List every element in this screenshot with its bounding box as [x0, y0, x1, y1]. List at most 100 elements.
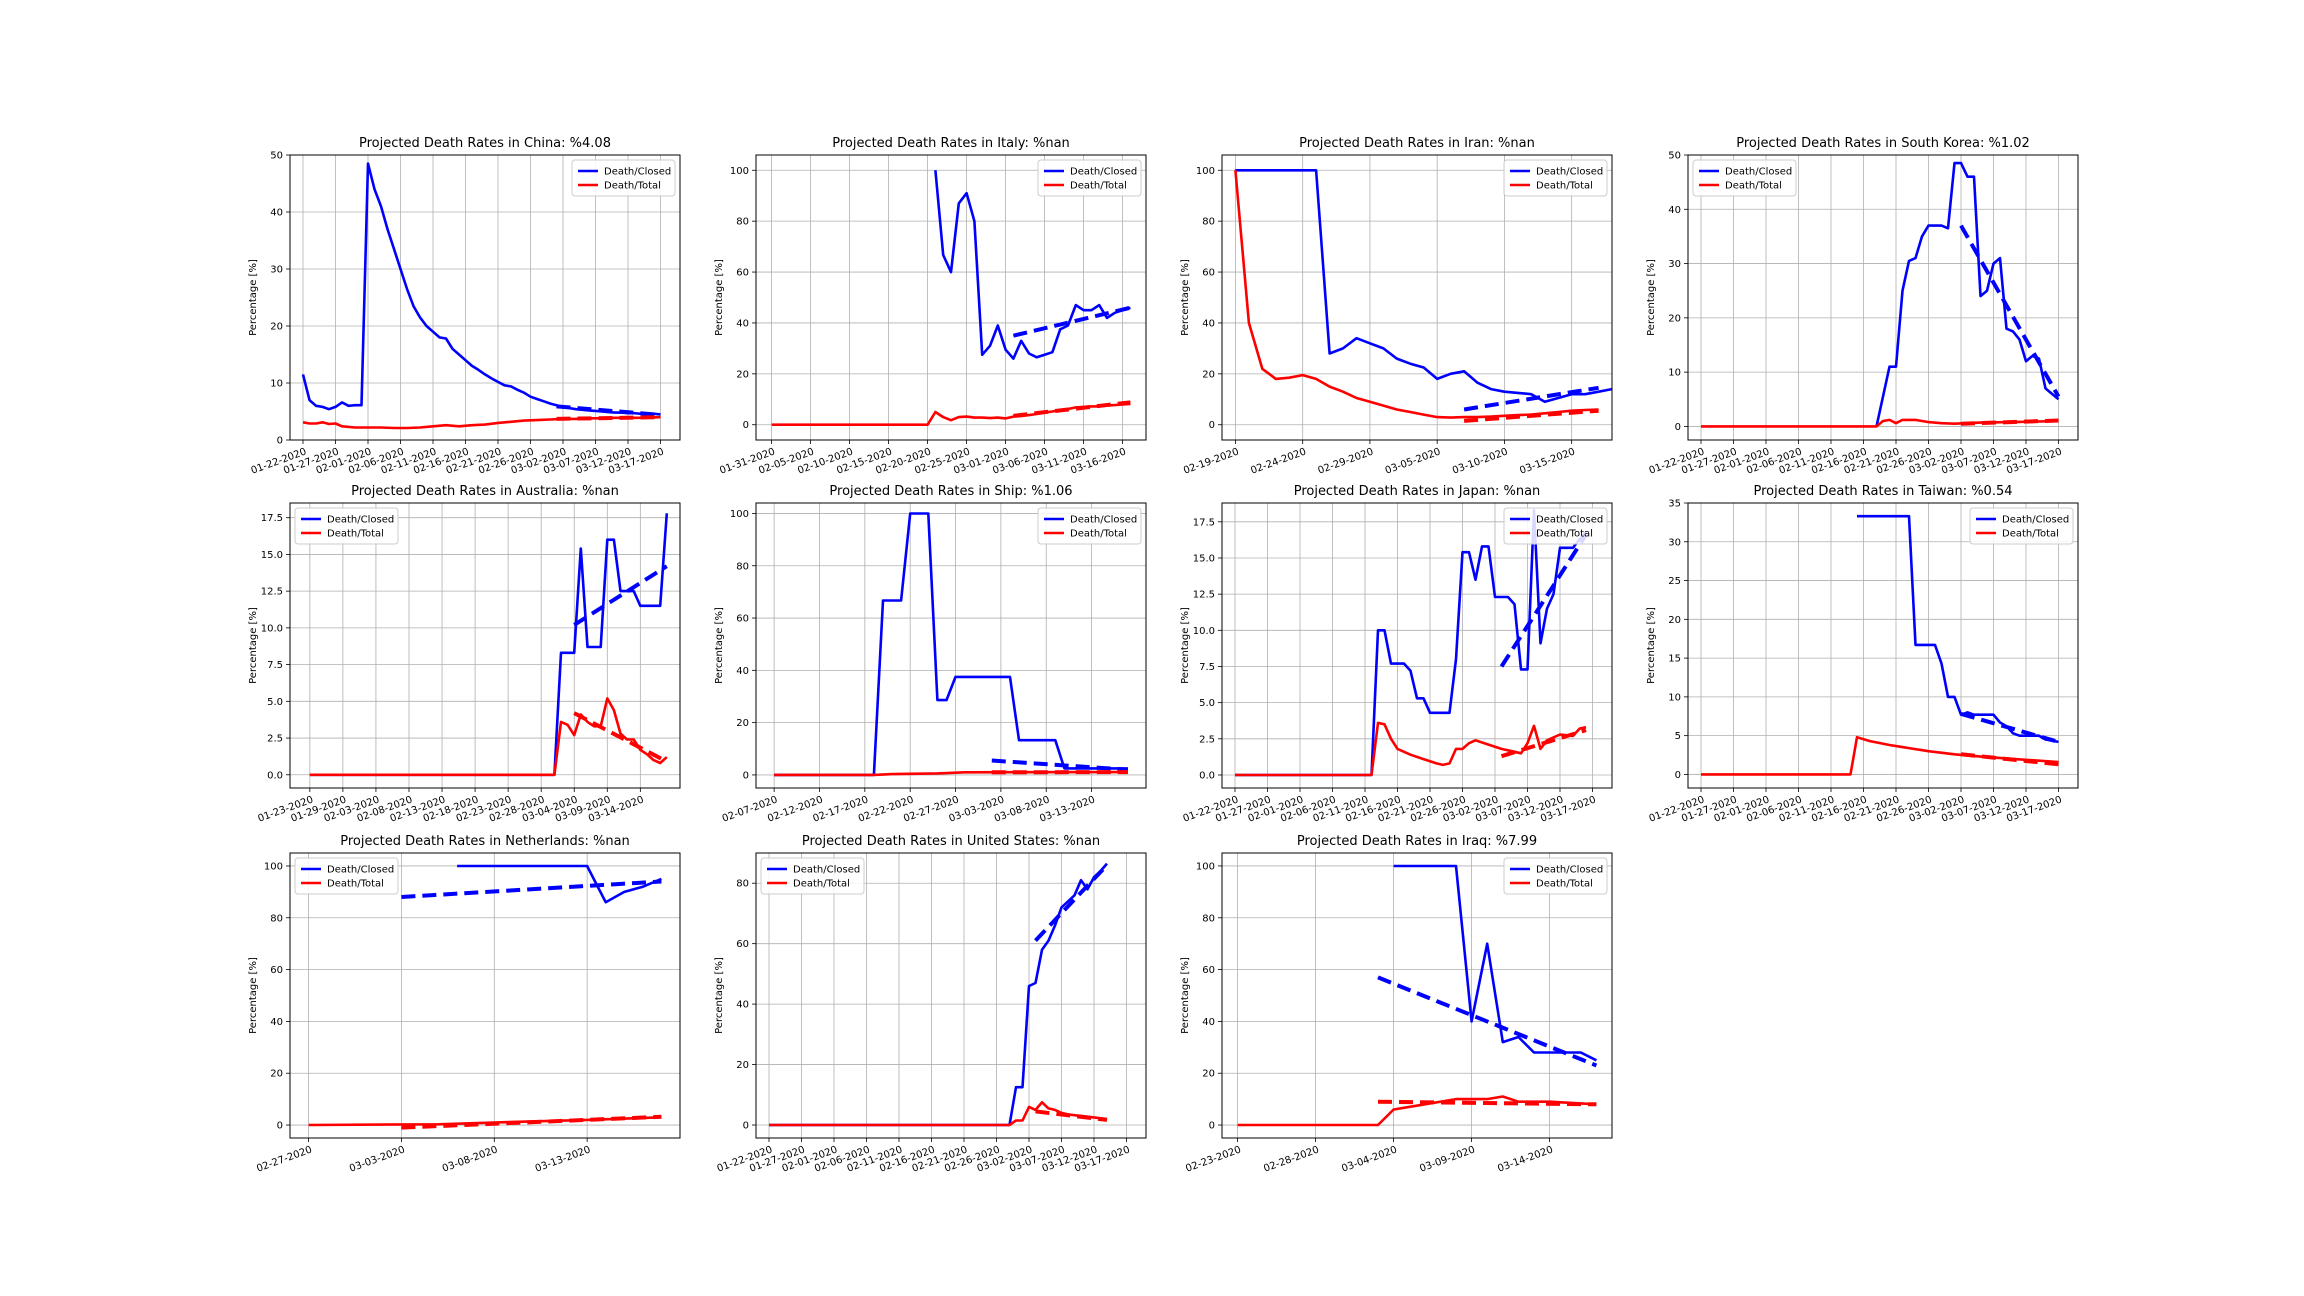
y-tick-label: 0 — [1209, 420, 1215, 431]
death-closed-line — [769, 862, 1108, 1127]
legend-label-closed: Death/Closed — [1070, 167, 1137, 178]
death-closed-line — [774, 512, 1128, 777]
y-tick-label: 5 — [1675, 731, 1681, 742]
y-axis-label: Percentage [%] — [1646, 259, 1657, 336]
y-tick-label: 40 — [1202, 318, 1215, 329]
death-total-line — [309, 697, 668, 777]
x-tick-label: 03-04-2020 — [1340, 1144, 1398, 1174]
death-closed-line — [309, 513, 669, 777]
y-axis-label: Percentage [%] — [248, 957, 259, 1034]
grid — [1688, 154, 2078, 440]
y-tick-label: 80 — [1202, 913, 1215, 924]
y-tick-label: 100 — [730, 509, 749, 520]
subplot-title: Projected Death Rates in China: %4.08 — [359, 136, 611, 151]
legend-box — [1692, 159, 1797, 197]
y-tick-label: 40 — [1668, 205, 1681, 216]
legend-label-total: Death/Total — [793, 879, 850, 890]
axes-frame — [755, 502, 1147, 789]
series-group — [774, 512, 1129, 777]
closed-trend-line — [401, 879, 662, 899]
series-group — [301, 162, 661, 430]
y-tick-label: 10 — [1668, 692, 1681, 703]
y-tick-label: 2.5 — [267, 734, 283, 745]
closed-trend-line — [1499, 533, 1588, 668]
legend-label-closed: Death/Closed — [1536, 865, 1603, 876]
total-trend-line — [573, 711, 668, 764]
legend-label-total: Death/Total — [327, 529, 384, 540]
y-tick-label: 80 — [270, 913, 283, 924]
y-tick-label: 60 — [736, 268, 749, 279]
x-tick-label: 02-29-2020 — [1317, 446, 1375, 476]
legend-box — [1037, 159, 1142, 197]
legend-box — [294, 857, 399, 895]
y-tick-label: 30 — [1668, 259, 1681, 270]
legend-label-closed: Death/Closed — [1725, 167, 1792, 178]
series-group — [1234, 169, 1612, 423]
y-axis-label: Percentage [%] — [714, 957, 725, 1034]
subplot-2: Projected Death Rates in Italy: %nan Perc… — [714, 136, 1147, 477]
total-trend-line — [1463, 408, 1599, 423]
legend-box — [1503, 159, 1608, 197]
legend-box — [1969, 507, 2074, 545]
death-total-line — [308, 1116, 662, 1127]
axes-frame — [289, 502, 681, 789]
legend-label-total: Death/Total — [1725, 181, 1782, 192]
y-tick-label: 17.5 — [1193, 517, 1215, 528]
x-tick-label: 02-24-2020 — [1249, 446, 1307, 476]
legend-label-closed: Death/Closed — [1070, 515, 1137, 526]
y-tick-label: 50 — [1668, 151, 1681, 162]
legend: Death/Closed Death/Total — [1503, 507, 1608, 545]
y-tick-label: 40 — [1202, 1017, 1215, 1028]
y-tick-label: 0 — [1675, 770, 1681, 781]
y-tick-label: 10.0 — [261, 623, 283, 634]
total-trend-line — [556, 415, 661, 421]
legend-label-total: Death/Total — [1536, 879, 1593, 890]
x-tick-label: 02-19-2020 — [1182, 446, 1240, 476]
total-trend-line — [1960, 752, 2059, 767]
y-tick-label: 15 — [1668, 654, 1681, 665]
y-tick-label: 17.5 — [261, 513, 283, 524]
legend-label-total: Death/Total — [1536, 181, 1593, 192]
y-tick-label: 80 — [736, 217, 749, 228]
subplot-9: Projected Death Rates in Netherlands: %n… — [248, 834, 681, 1175]
subplot-5: Projected Death Rates in Australia: %nan… — [248, 484, 681, 825]
death-total-line — [1237, 1095, 1597, 1127]
y-tick-label: 60 — [736, 939, 749, 950]
subplot-title: Projected Death Rates in United States: … — [802, 834, 1100, 849]
closed-trend-line — [991, 758, 1129, 772]
y-tick-label: 0.0 — [1199, 770, 1215, 781]
subplot-11: Projected Death Rates in Iraq: %7.99 Perc… — [1180, 834, 1613, 1175]
subplot-title: Projected Death Rates in Iraq: %7.99 — [1297, 834, 1537, 849]
y-tick-label: 0.0 — [267, 770, 283, 781]
series-group — [1701, 514, 2060, 776]
death-total-line — [1235, 721, 1587, 777]
total-trend-line — [1500, 728, 1587, 759]
legend-box — [1037, 507, 1142, 545]
total-trend-line — [401, 1114, 662, 1130]
subplot-title: Projected Death Rates in Netherlands: %n… — [340, 834, 630, 849]
legend: Death/Closed Death/Total — [1969, 507, 2074, 545]
y-tick-label: 20 — [736, 1060, 749, 1071]
death-closed-line — [1235, 508, 1587, 777]
legend-label-total: Death/Total — [2002, 529, 2059, 540]
x-tick-label: 03-05-2020 — [1384, 446, 1442, 476]
closed-trend-line — [1377, 975, 1598, 1068]
legend: Death/Closed Death/Total — [1037, 159, 1142, 197]
series-group — [1701, 161, 2061, 428]
grid — [1222, 503, 1612, 788]
legend: Death/Closed Death/Total — [571, 159, 676, 197]
y-tick-label: 2.5 — [1199, 734, 1215, 745]
death-closed-line — [934, 170, 1131, 360]
axes-frame — [755, 154, 1147, 441]
y-axis-label: Percentage [%] — [1180, 957, 1191, 1034]
subplot-4: Projected Death Rates in South Korea: %1… — [1646, 136, 2079, 477]
legend-box — [1503, 857, 1608, 895]
legend-label-total: Death/Total — [1070, 529, 1127, 540]
closed-trend-line — [573, 564, 668, 627]
y-tick-label: 0 — [277, 1121, 283, 1132]
legend: Death/Closed Death/Total — [1692, 159, 1797, 197]
y-tick-label: 100 — [730, 166, 749, 177]
axes-frame — [1221, 502, 1613, 789]
legend: Death/Closed Death/Total — [1037, 507, 1142, 545]
y-tick-label: 30 — [1668, 537, 1681, 548]
